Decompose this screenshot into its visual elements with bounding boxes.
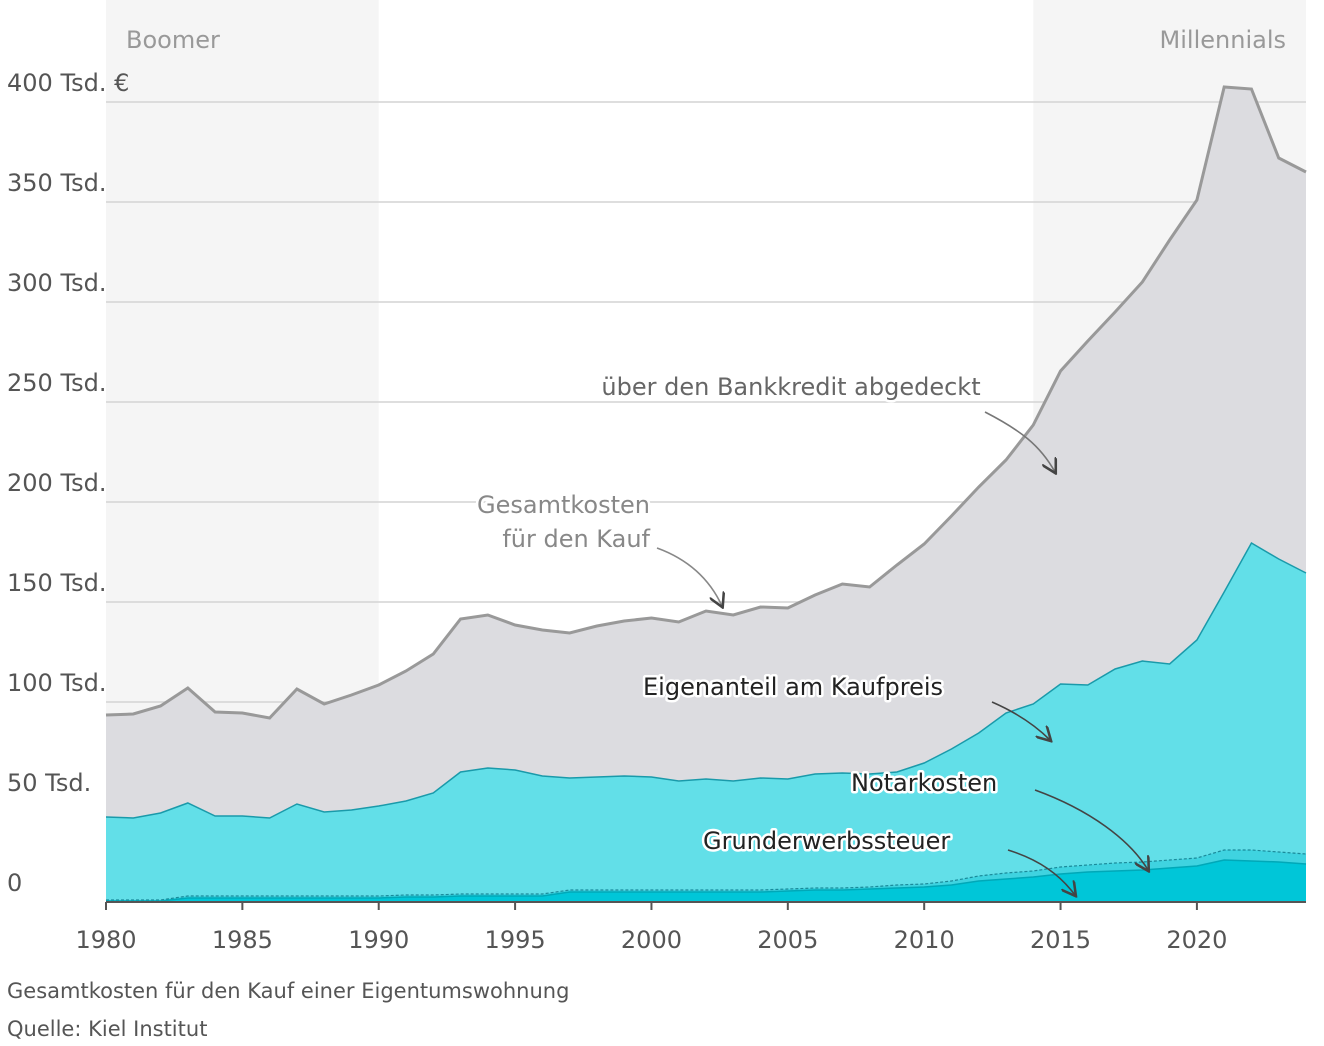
area-line <box>105 541 1307 819</box>
y-tick-label: 250 Tsd. <box>7 369 107 397</box>
area-line <box>105 85 1307 720</box>
area-line <box>106 849 1307 901</box>
x-tick-label: 2015 <box>1030 926 1091 954</box>
series-label: Eigenanteil am Kaufpreis <box>643 673 943 701</box>
footer-source: Quelle: Kiel Institut <box>7 1017 207 1041</box>
x-tick-label: 1980 <box>75 926 136 954</box>
era-label: Boomer <box>126 26 220 54</box>
area <box>106 543 1306 902</box>
y-tick-label: 200 Tsd. <box>7 469 107 497</box>
y-tick-label: 300 Tsd. <box>7 269 107 297</box>
era-label: Millennials <box>1160 26 1286 54</box>
y-tick-label: 400 Tsd. € <box>7 69 129 97</box>
annotation: über den Bankkredit abgedeckt <box>601 373 980 401</box>
footer-note: Gesamtkosten für den Kauf einer Eigentum… <box>7 979 569 1003</box>
series-label: Grunderwerbssteuer <box>703 827 950 855</box>
annotation: für den Kauf <box>502 525 650 553</box>
y-tick-label: 350 Tsd. <box>7 169 107 197</box>
y-tick-label: 100 Tsd. <box>7 669 107 697</box>
x-tick-label: 2000 <box>621 926 682 954</box>
series-label: Notarkosten <box>851 769 997 797</box>
x-tick-label: 1985 <box>212 926 273 954</box>
annotation: Gesamtkosten <box>477 491 650 519</box>
x-tick-label: 1995 <box>485 926 546 954</box>
x-tick-label: 2005 <box>757 926 818 954</box>
x-tick-label: 2010 <box>894 926 955 954</box>
area <box>106 87 1306 902</box>
x-tick-label: 1990 <box>348 926 409 954</box>
area <box>106 860 1306 902</box>
arrows <box>656 411 1148 895</box>
y-tick-label: 150 Tsd. <box>7 569 107 597</box>
y-tick-label: 50 Tsd. <box>7 769 91 797</box>
y-tick-label: 0 <box>7 869 22 897</box>
x-tick-label: 2020 <box>1166 926 1227 954</box>
area-line <box>106 859 1307 902</box>
